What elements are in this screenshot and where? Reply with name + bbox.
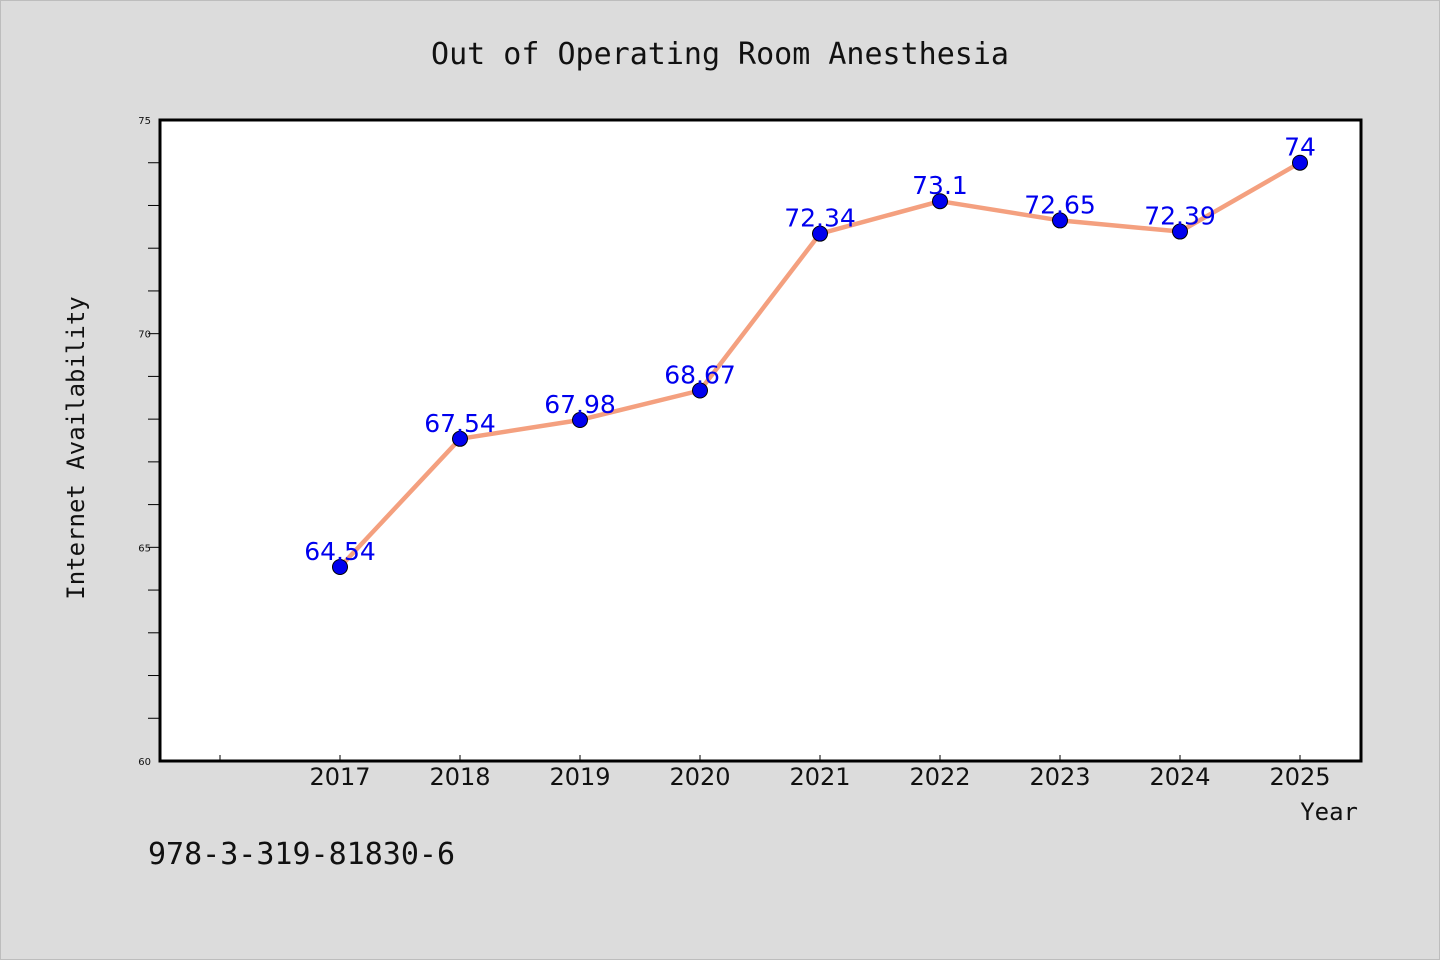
x-axis: 2017 2018 2019 2020 2021 2022 2023 2024 2025 bbox=[219, 755, 1331, 791]
data-label: 67.54 bbox=[424, 409, 496, 438]
data-point bbox=[332, 558, 348, 575]
series-layer: 64.54 67.54 67.98 68.67 72.34 73.1 72.65 72.39 7… bbox=[304, 133, 1316, 575]
data-point bbox=[1052, 212, 1068, 229]
data-label: 68.67 bbox=[664, 361, 736, 390]
y-tick-label: 65 bbox=[138, 543, 151, 554]
data-point bbox=[1172, 223, 1188, 240]
x-tick-label: 2017 bbox=[309, 763, 370, 791]
data-point bbox=[572, 411, 588, 428]
x-tick-label: 2019 bbox=[549, 763, 610, 791]
x-axis-label: Year bbox=[1300, 798, 1358, 826]
x-tick-label: 2025 bbox=[1269, 763, 1330, 791]
x-tick-label: 2018 bbox=[429, 763, 490, 791]
data-point bbox=[812, 225, 828, 242]
y-axis: 60 65 70 75 bbox=[138, 116, 160, 768]
x-tick-label: 2024 bbox=[1149, 763, 1210, 791]
y-tick-label: 70 bbox=[138, 330, 151, 341]
x-tick-label: 2020 bbox=[669, 763, 730, 791]
x-tick-label: 2021 bbox=[789, 763, 850, 791]
footer-code: 978-3-319-81830-6 bbox=[148, 837, 455, 872]
data-point bbox=[692, 382, 708, 399]
data-point bbox=[932, 193, 948, 210]
data-label: 72.34 bbox=[784, 204, 856, 233]
data-label: 74 bbox=[1284, 133, 1316, 162]
y-tick-label: 60 bbox=[138, 757, 151, 768]
x-tick-label: 2022 bbox=[909, 763, 970, 791]
data-label: 67.98 bbox=[544, 390, 616, 419]
chart-title: Out of Operating Room Anesthesia bbox=[431, 37, 1009, 72]
x-tick-label: 2023 bbox=[1029, 763, 1090, 791]
data-label: 64.54 bbox=[304, 537, 376, 566]
plot-area bbox=[158, 118, 1363, 763]
y-tick-label: 75 bbox=[138, 116, 151, 127]
data-point bbox=[1292, 154, 1308, 171]
y-axis-label: Internet Availability bbox=[62, 296, 90, 599]
data-label: 72.65 bbox=[1024, 190, 1096, 219]
data-label: 72.39 bbox=[1144, 202, 1216, 231]
data-label: 73.1 bbox=[912, 171, 968, 200]
data-point bbox=[452, 430, 468, 447]
